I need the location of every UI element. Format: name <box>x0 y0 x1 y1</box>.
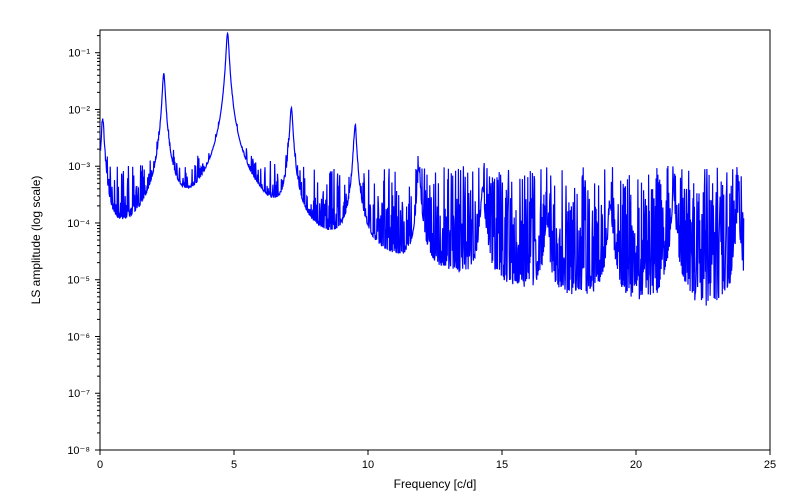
x-tick-label: 20 <box>630 459 642 471</box>
y-tick-label: 10⁻⁴ <box>67 218 90 230</box>
y-tick-label: 10⁻¹ <box>68 48 90 60</box>
y-axis-label: LS amplitude (log scale) <box>29 176 43 305</box>
y-tick-label: 10⁻⁵ <box>67 275 90 287</box>
x-tick-label: 0 <box>97 459 103 471</box>
x-tick-label: 10 <box>362 459 374 471</box>
y-tick-label: 10⁻⁷ <box>68 388 90 400</box>
y-tick-label: 10⁻⁸ <box>67 445 90 457</box>
x-tick-label: 5 <box>231 459 237 471</box>
x-axis-label: Frequency [c/d] <box>394 477 477 491</box>
y-tick-label: 10⁻² <box>68 104 90 116</box>
y-tick-label: 10⁻³ <box>68 161 90 173</box>
periodogram-line <box>101 33 744 305</box>
x-tick-label: 15 <box>496 459 508 471</box>
periodogram-chart: 0 5 10 15 20 25 10⁻⁸ 10⁻⁷ 10⁻⁶ 10⁻⁵ 10⁻⁴ 10⁻³ 10⁻² 10… <box>0 0 800 500</box>
x-tick-label: 25 <box>764 459 776 471</box>
y-tick-label: 10⁻⁶ <box>67 331 90 343</box>
